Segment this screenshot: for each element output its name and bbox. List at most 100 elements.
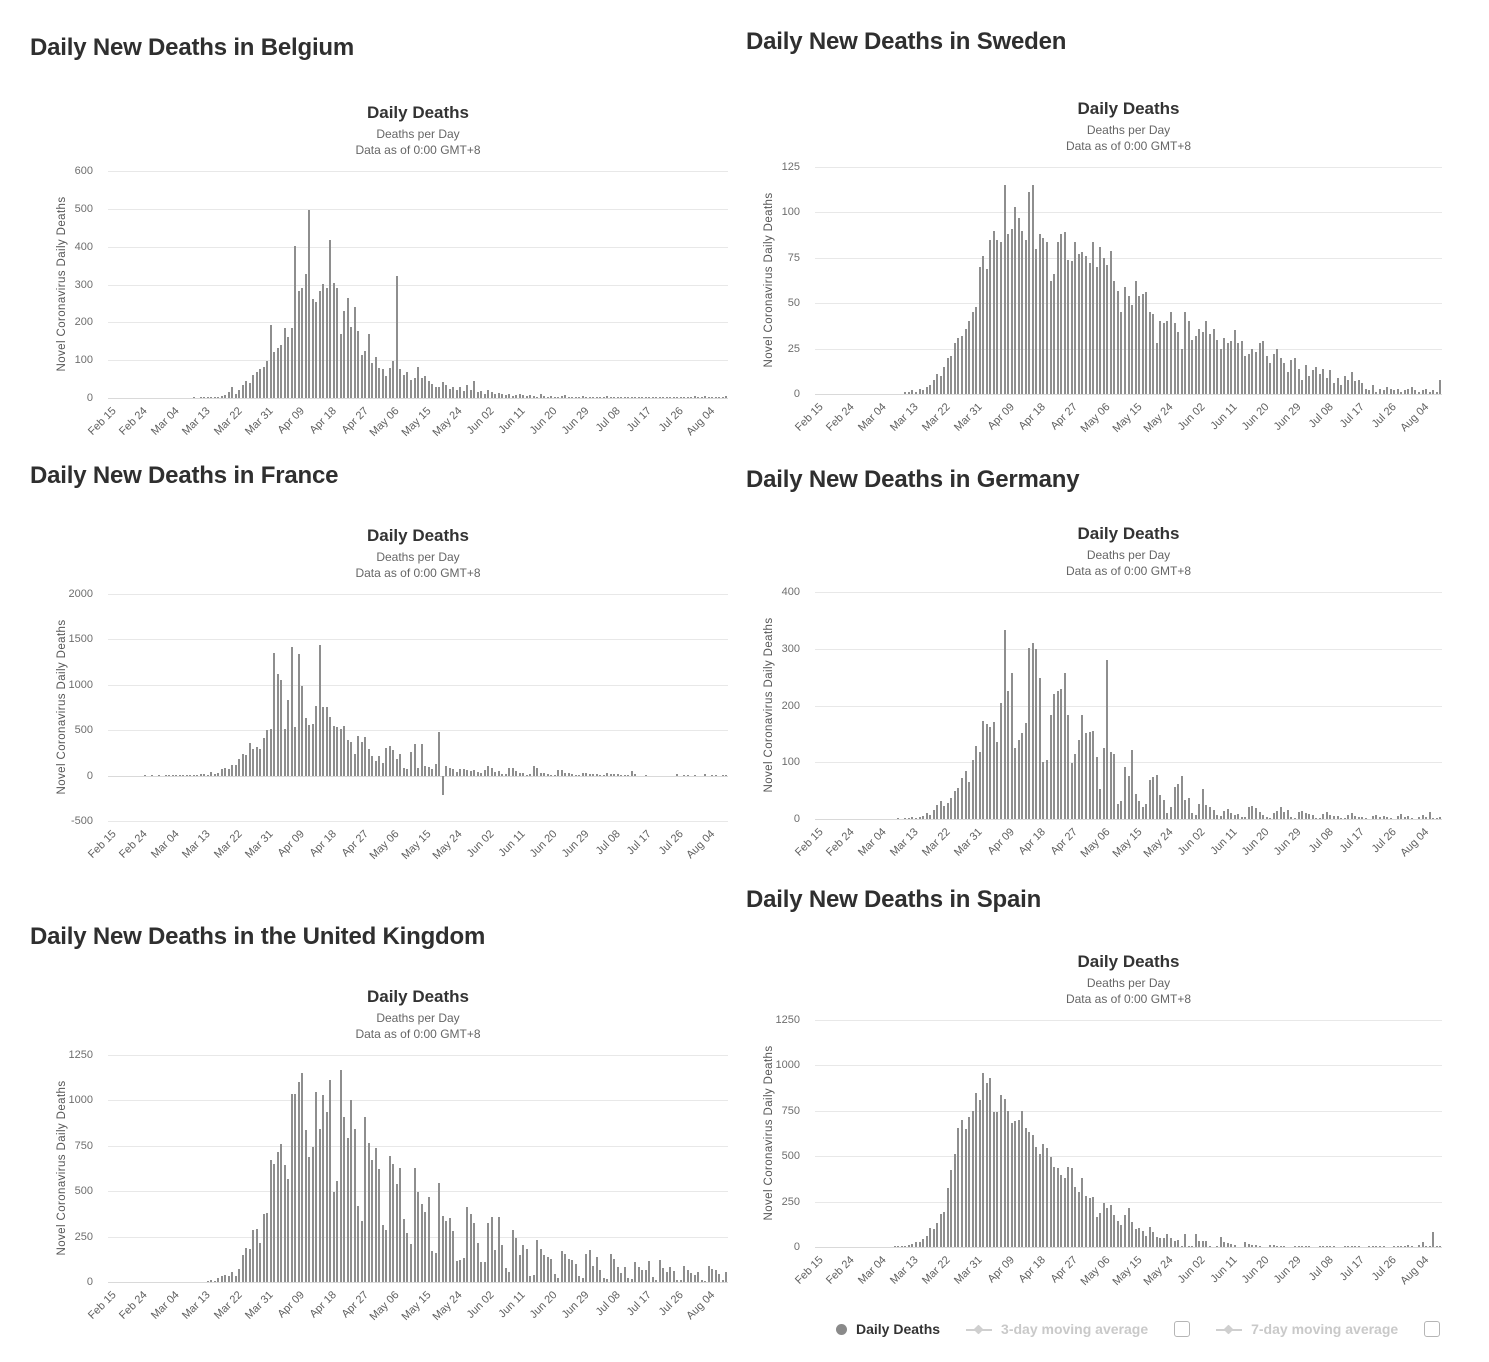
bar[interactable] <box>1148 779 1151 819</box>
bar[interactable] <box>1428 1246 1431 1247</box>
bar[interactable] <box>315 301 318 398</box>
bar[interactable] <box>700 396 703 398</box>
bar[interactable] <box>424 766 426 776</box>
bar[interactable] <box>1276 1245 1279 1247</box>
bar[interactable] <box>553 396 556 398</box>
bar[interactable] <box>725 395 728 398</box>
bar[interactable] <box>1368 1246 1371 1247</box>
bar[interactable] <box>707 397 710 398</box>
bar[interactable] <box>427 381 430 398</box>
bar[interactable] <box>1272 813 1275 819</box>
bar[interactable] <box>922 390 925 394</box>
bar[interactable] <box>999 241 1002 394</box>
bar[interactable] <box>1060 234 1063 394</box>
bar[interactable] <box>1138 801 1141 819</box>
bar[interactable] <box>609 1253 612 1282</box>
bar[interactable] <box>609 774 612 776</box>
bar[interactable] <box>932 1229 935 1247</box>
bar[interactable] <box>1194 335 1197 394</box>
bar[interactable] <box>1400 813 1403 819</box>
bar[interactable] <box>497 1217 500 1282</box>
bar[interactable] <box>1201 788 1204 819</box>
bar[interactable] <box>567 1259 570 1282</box>
bar[interactable] <box>925 386 928 394</box>
bar[interactable] <box>1042 237 1045 394</box>
bar[interactable] <box>1035 649 1038 819</box>
bar[interactable] <box>957 787 960 819</box>
bar[interactable] <box>693 774 696 776</box>
bar[interactable] <box>473 1223 476 1282</box>
bar[interactable] <box>686 396 689 398</box>
bar[interactable] <box>1060 1174 1063 1247</box>
bar[interactable] <box>385 376 388 398</box>
bar[interactable] <box>1283 1246 1286 1247</box>
bar[interactable] <box>294 1094 297 1282</box>
bar[interactable] <box>641 397 644 398</box>
bar[interactable] <box>648 397 651 398</box>
bar[interactable] <box>1403 390 1406 394</box>
bar[interactable] <box>1283 363 1286 394</box>
bar[interactable] <box>381 763 384 776</box>
bar[interactable] <box>245 381 248 398</box>
bar[interactable] <box>1379 388 1381 394</box>
bar[interactable] <box>648 1261 651 1282</box>
bar[interactable] <box>1170 1237 1172 1247</box>
bar[interactable] <box>462 391 465 398</box>
bar[interactable] <box>203 397 206 398</box>
bar[interactable] <box>690 1273 693 1282</box>
bar[interactable] <box>1028 648 1031 819</box>
bar[interactable] <box>1024 722 1027 819</box>
bar[interactable] <box>914 1242 917 1247</box>
bar[interactable] <box>721 774 724 776</box>
bar[interactable] <box>290 646 293 776</box>
bar[interactable] <box>961 1119 963 1247</box>
bar[interactable] <box>283 328 286 398</box>
bar[interactable] <box>248 742 251 776</box>
bar[interactable] <box>1425 817 1428 819</box>
bar[interactable] <box>1237 343 1240 394</box>
bar[interactable] <box>1343 1246 1346 1247</box>
bar[interactable] <box>445 384 448 398</box>
bar[interactable] <box>1155 1236 1158 1247</box>
bar[interactable] <box>1155 775 1158 819</box>
bar[interactable] <box>1141 294 1144 394</box>
bar[interactable] <box>252 375 255 398</box>
bar[interactable] <box>1435 818 1438 819</box>
bar[interactable] <box>473 770 476 776</box>
bar[interactable] <box>227 768 230 776</box>
bar[interactable] <box>1017 217 1020 394</box>
bar[interactable] <box>466 384 469 398</box>
bar[interactable] <box>672 397 675 398</box>
bar[interactable] <box>1350 813 1353 819</box>
bar[interactable] <box>721 1280 724 1282</box>
bar[interactable] <box>494 1250 497 1282</box>
bar[interactable] <box>665 1272 668 1282</box>
bar[interactable] <box>522 395 525 398</box>
bar[interactable] <box>651 397 654 398</box>
bar[interactable] <box>982 1072 985 1247</box>
bar[interactable] <box>1046 241 1049 394</box>
checkbox-3-day-moving-average[interactable] <box>1174 1321 1191 1337</box>
bar[interactable] <box>364 736 367 776</box>
bar[interactable] <box>606 1279 609 1282</box>
bar[interactable] <box>1120 1224 1123 1247</box>
bar[interactable] <box>1251 348 1254 394</box>
bar[interactable] <box>943 366 946 394</box>
bar[interactable] <box>329 1079 332 1282</box>
bar[interactable] <box>581 772 584 776</box>
bar[interactable] <box>602 1278 605 1282</box>
bar[interactable] <box>546 1257 549 1282</box>
bar[interactable] <box>518 773 521 776</box>
bar[interactable] <box>1056 1168 1059 1247</box>
bar[interactable] <box>658 397 661 398</box>
bar[interactable] <box>1347 814 1350 819</box>
bar[interactable] <box>1173 1240 1176 1247</box>
bar[interactable] <box>1141 807 1144 819</box>
bar[interactable] <box>939 801 942 819</box>
bar[interactable] <box>968 1117 971 1247</box>
bar[interactable] <box>308 724 311 776</box>
bar[interactable] <box>651 1276 654 1282</box>
bar[interactable] <box>1198 803 1201 819</box>
bar[interactable] <box>273 351 276 398</box>
bar[interactable] <box>1166 1234 1169 1247</box>
